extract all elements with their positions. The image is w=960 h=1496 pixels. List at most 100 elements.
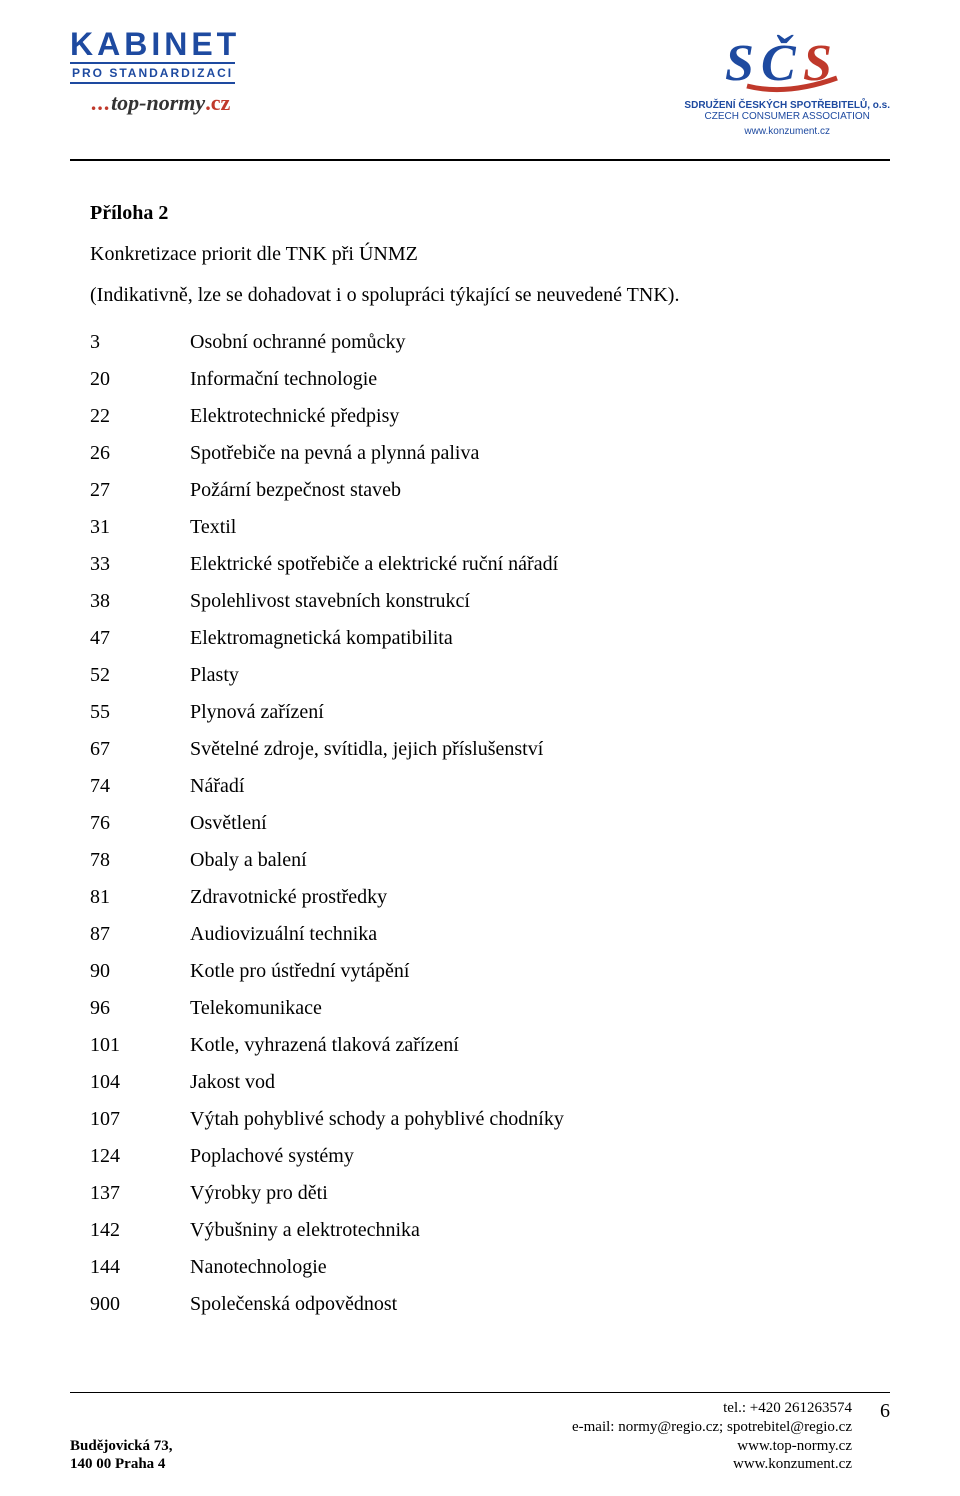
- tnk-description: Spotřebiče na pevná a plynná paliva: [190, 435, 870, 472]
- doc-title: Příloha 2: [90, 195, 870, 232]
- tnk-number: 144: [90, 1249, 190, 1286]
- tnk-description: Osvětlení: [190, 805, 870, 842]
- kabinet-subtitle: PRO STANDARDIZACI: [70, 62, 235, 84]
- tnk-description: Výrobky pro děti: [190, 1175, 870, 1212]
- tnk-table: 3Osobní ochranné pomůcky20Informační tec…: [90, 324, 870, 1323]
- topnormy-main: top-normy: [111, 90, 205, 115]
- page-number: 6: [872, 1399, 890, 1424]
- tnk-number: 124: [90, 1138, 190, 1175]
- tnk-description: Plynová zařízení: [190, 694, 870, 731]
- topnormy-dots: ...: [92, 90, 112, 115]
- tnk-description: Nanotechnologie: [190, 1249, 870, 1286]
- doc-subtitle: Konkretizace priorit dle TNK při ÚNMZ: [90, 236, 870, 273]
- tnk-description: Osobní ochranné pomůcky: [190, 324, 870, 361]
- table-row: 142Výbušniny a elektrotechnika: [90, 1212, 870, 1249]
- table-row: 47Elektromagnetická kompatibilita: [90, 620, 870, 657]
- tnk-number: 33: [90, 546, 190, 583]
- table-row: 124Poplachové systémy: [90, 1138, 870, 1175]
- footer-tel: tel.: +420 261263574: [173, 1399, 852, 1418]
- table-row: 52Plasty: [90, 657, 870, 694]
- tnk-number: 137: [90, 1175, 190, 1212]
- page-header: KABINET PRO STANDARDIZACI ...top-normy.c…: [0, 0, 960, 149]
- tnk-description: Nářadí: [190, 768, 870, 805]
- table-row: 27Požární bezpečnost staveb: [90, 472, 870, 509]
- table-row: 3Osobní ochranné pomůcky: [90, 324, 870, 361]
- tnk-number: 27: [90, 472, 190, 509]
- tnk-number: 142: [90, 1212, 190, 1249]
- kabinet-title: KABINET: [70, 28, 240, 60]
- scs-mark-icon: S Č S: [717, 28, 857, 98]
- table-row: 33Elektrické spotřebiče a elektrické ruč…: [90, 546, 870, 583]
- tnk-description: Plasty: [190, 657, 870, 694]
- table-row: 90Kotle pro ústřední vytápění: [90, 953, 870, 990]
- scs-url: www.konzument.cz: [744, 126, 830, 137]
- topnormy-tagline: ...top-normy.cz: [92, 90, 241, 116]
- tnk-number: 20: [90, 361, 190, 398]
- tnk-description: Zdravotnické prostředky: [190, 879, 870, 916]
- tnk-number: 76: [90, 805, 190, 842]
- tnk-number: 90: [90, 953, 190, 990]
- tnk-description: Světelné zdroje, svítidla, jejich příslu…: [190, 731, 870, 768]
- footer-addr2: 140 00 Praha 4: [70, 1455, 173, 1474]
- table-row: 55Plynová zařízení: [90, 694, 870, 731]
- tnk-number: 78: [90, 842, 190, 879]
- tnk-description: Textil: [190, 509, 870, 546]
- footer-row: Budějovická 73, 140 00 Praha 4 tel.: +42…: [70, 1399, 890, 1474]
- table-row: 144Nanotechnologie: [90, 1249, 870, 1286]
- table-row: 20Informační technologie: [90, 361, 870, 398]
- main-content: Příloha 2 Konkretizace priorit dle TNK p…: [0, 161, 960, 1323]
- table-row: 104Jakost vod: [90, 1064, 870, 1101]
- tnk-number: 26: [90, 435, 190, 472]
- tnk-description: Kotle pro ústřední vytápění: [190, 953, 870, 990]
- table-row: 101Kotle, vyhrazená tlaková zařízení: [90, 1027, 870, 1064]
- tnk-description: Spolehlivost stavebních konstrukcí: [190, 583, 870, 620]
- tnk-number: 101: [90, 1027, 190, 1064]
- tnk-number: 96: [90, 990, 190, 1027]
- scs-org-en: CZECH CONSUMER ASSOCIATION: [705, 111, 870, 122]
- tnk-description: Elektrické spotřebiče a elektrické ruční…: [190, 546, 870, 583]
- table-row: 22Elektrotechnické předpisy: [90, 398, 870, 435]
- footer-contact: tel.: +420 261263574 e-mail: normy@regio…: [173, 1399, 872, 1474]
- tnk-number: 87: [90, 916, 190, 953]
- table-row: 96Telekomunikace: [90, 990, 870, 1027]
- tnk-number: 47: [90, 620, 190, 657]
- tnk-description: Informační technologie: [190, 361, 870, 398]
- tnk-description: Kotle, vyhrazená tlaková zařízení: [190, 1027, 870, 1064]
- topnormy-suffix: .cz: [205, 90, 230, 115]
- table-row: 900Společenská odpovědnost: [90, 1286, 870, 1323]
- table-row: 87Audiovizuální technika: [90, 916, 870, 953]
- tnk-number: 67: [90, 731, 190, 768]
- tnk-description: Audiovizuální technika: [190, 916, 870, 953]
- tnk-description: Poplachové systémy: [190, 1138, 870, 1175]
- tnk-description: Společenská odpovědnost: [190, 1286, 870, 1323]
- tnk-number: 52: [90, 657, 190, 694]
- tnk-description: Obaly a balení: [190, 842, 870, 879]
- tnk-number: 55: [90, 694, 190, 731]
- tnk-description: Elektrotechnické předpisy: [190, 398, 870, 435]
- svg-text:S: S: [725, 35, 754, 92]
- tnk-number: 22: [90, 398, 190, 435]
- tnk-number: 81: [90, 879, 190, 916]
- tnk-number: 74: [90, 768, 190, 805]
- table-row: 78Obaly a balení: [90, 842, 870, 879]
- tnk-description: Požární bezpečnost staveb: [190, 472, 870, 509]
- logo-scs: S Č S SDRUŽENÍ ČESKÝCH SPOTŘEBITELŮ, o.s…: [684, 28, 890, 137]
- table-row: 137Výrobky pro děti: [90, 1175, 870, 1212]
- table-row: 107Výtah pohyblivé schody a pohyblivé ch…: [90, 1101, 870, 1138]
- table-row: 81Zdravotnické prostředky: [90, 879, 870, 916]
- tnk-number: 31: [90, 509, 190, 546]
- tnk-number: 38: [90, 583, 190, 620]
- logo-kabinet: KABINET PRO STANDARDIZACI ...top-normy.c…: [70, 28, 240, 116]
- footer-addr1: Budějovická 73,: [70, 1437, 173, 1456]
- scs-org-cs: SDRUŽENÍ ČESKÝCH SPOTŘEBITELŮ, o.s.: [684, 100, 890, 111]
- footer-url2: www.konzument.cz: [173, 1455, 852, 1474]
- table-row: 38Spolehlivost stavebních konstrukcí: [90, 583, 870, 620]
- tnk-number: 3: [90, 324, 190, 361]
- tnk-description: Elektromagnetická kompatibilita: [190, 620, 870, 657]
- table-row: 76Osvětlení: [90, 805, 870, 842]
- tnk-description: Jakost vod: [190, 1064, 870, 1101]
- svg-text:Č: Č: [761, 33, 797, 92]
- doc-paren: (Indikativně, lze se dohadovat i o spolu…: [90, 277, 870, 314]
- footer-email: e-mail: normy@regio.cz; spotrebitel@regi…: [173, 1418, 852, 1437]
- table-row: 31Textil: [90, 509, 870, 546]
